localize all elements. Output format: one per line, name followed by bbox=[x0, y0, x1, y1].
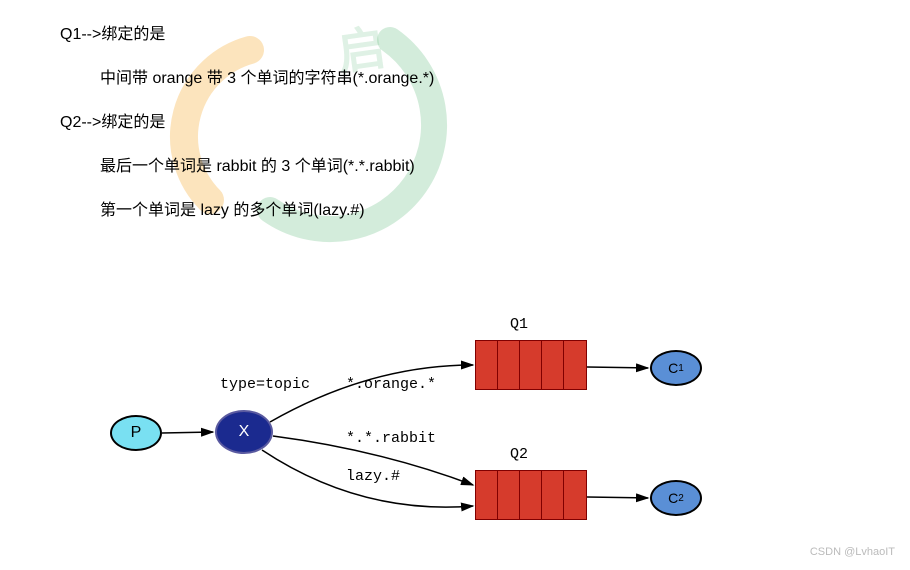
node-producer: P bbox=[110, 415, 162, 451]
line-q2-rule1: 最后一个单词是 rabbit 的 3 个单词(*.*.rabbit) bbox=[60, 152, 850, 176]
label-q1: Q1 bbox=[510, 316, 528, 333]
queue-cell bbox=[498, 471, 520, 519]
label-binding-3: lazy.# bbox=[346, 468, 400, 485]
queue-q2 bbox=[475, 470, 587, 520]
queue-cell bbox=[564, 341, 586, 389]
queue-cell bbox=[476, 471, 498, 519]
label-binding-1: *.orange.* bbox=[346, 376, 436, 393]
queue-cell bbox=[564, 471, 586, 519]
queue-cell bbox=[520, 471, 542, 519]
node-consumer-1: C1 bbox=[650, 350, 702, 386]
node-exchange-label: X bbox=[239, 423, 250, 441]
queue-cell bbox=[476, 341, 498, 389]
label-q2: Q2 bbox=[510, 446, 528, 463]
description-text: Q1-->绑定的是 中间带 orange 带 3 个单词的字符串(*.orang… bbox=[0, 0, 910, 250]
queue-cell bbox=[542, 341, 564, 389]
queue-cell bbox=[520, 341, 542, 389]
queue-cell bbox=[498, 341, 520, 389]
queue-cell bbox=[542, 471, 564, 519]
csdn-watermark: CSDN @LvhaoIT bbox=[810, 546, 895, 558]
label-binding-2: *.*.rabbit bbox=[346, 430, 436, 447]
line-q2-title: Q2-->绑定的是 bbox=[60, 108, 850, 132]
node-producer-label: P bbox=[131, 424, 142, 442]
topic-exchange-diagram: P X C1 C2 type=topic Q1 Q2 *.orange.* *.… bbox=[90, 290, 790, 550]
node-consumer-2: C2 bbox=[650, 480, 702, 516]
line-q1-title: Q1-->绑定的是 bbox=[60, 20, 850, 44]
label-type-topic: type=topic bbox=[220, 376, 310, 393]
line-q2-rule2: 第一个单词是 lazy 的多个单词(lazy.#) bbox=[60, 196, 850, 220]
node-exchange: X bbox=[215, 410, 273, 454]
queue-q1 bbox=[475, 340, 587, 390]
line-q1-rule: 中间带 orange 带 3 个单词的字符串(*.orange.*) bbox=[60, 64, 850, 88]
